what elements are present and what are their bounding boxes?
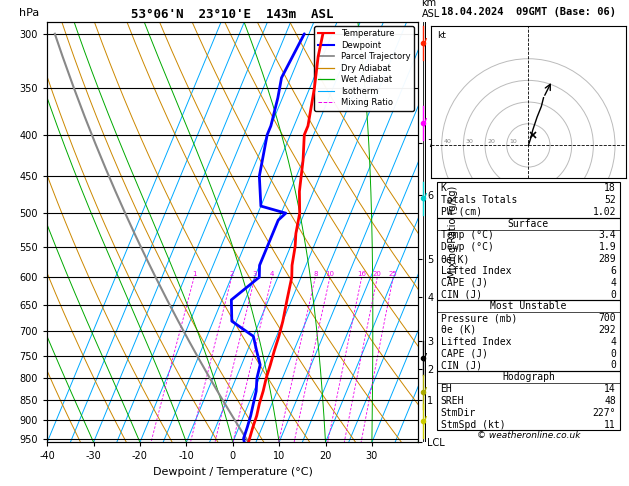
Text: Most Unstable: Most Unstable (490, 301, 567, 312)
Text: 40: 40 (444, 139, 452, 144)
Text: 6: 6 (610, 266, 616, 276)
Text: 25: 25 (389, 271, 398, 277)
X-axis label: Dewpoint / Temperature (°C): Dewpoint / Temperature (°C) (153, 467, 313, 477)
Text: StmSpd (kt): StmSpd (kt) (441, 419, 505, 430)
Text: θe (K): θe (K) (441, 325, 476, 335)
Text: 20: 20 (487, 139, 495, 144)
Text: /: / (423, 416, 426, 426)
Text: EH: EH (441, 384, 452, 394)
Text: Surface: Surface (508, 219, 549, 228)
Text: 4: 4 (610, 337, 616, 347)
Text: 4: 4 (610, 278, 616, 288)
Text: Pressure (mb): Pressure (mb) (441, 313, 517, 323)
Text: 10: 10 (325, 271, 335, 277)
Text: 10: 10 (509, 139, 516, 144)
Text: 289: 289 (598, 254, 616, 264)
Text: Lifted Index: Lifted Index (441, 337, 511, 347)
Text: 0: 0 (610, 348, 616, 359)
Text: Totals Totals: Totals Totals (441, 195, 517, 205)
Text: 4: 4 (270, 271, 274, 277)
Text: /: / (423, 38, 426, 48)
Text: Lifted Index: Lifted Index (441, 266, 511, 276)
Text: /: / (423, 193, 426, 204)
Text: 1: 1 (192, 271, 196, 277)
Text: 0: 0 (610, 361, 616, 370)
Text: © weatheronline.co.uk: © weatheronline.co.uk (477, 431, 580, 440)
Text: 20: 20 (373, 271, 382, 277)
Text: 227°: 227° (593, 408, 616, 417)
Text: 11: 11 (604, 419, 616, 430)
Text: 52: 52 (604, 195, 616, 205)
Text: 0: 0 (610, 290, 616, 299)
Text: K: K (441, 183, 447, 193)
Y-axis label: Mixing Ratio (g/kg): Mixing Ratio (g/kg) (448, 186, 458, 278)
Text: 48: 48 (604, 396, 616, 406)
Text: Dewp (°C): Dewp (°C) (441, 242, 494, 252)
Text: 16: 16 (357, 271, 366, 277)
Legend: Temperature, Dewpoint, Parcel Trajectory, Dry Adiabat, Wet Adiabat, Isotherm, Mi: Temperature, Dewpoint, Parcel Trajectory… (314, 26, 414, 111)
Text: Temp (°C): Temp (°C) (441, 230, 494, 241)
Text: 14: 14 (604, 384, 616, 394)
Text: CIN (J): CIN (J) (441, 290, 482, 299)
Text: CAPE (J): CAPE (J) (441, 348, 487, 359)
Text: /: / (423, 118, 426, 128)
Text: 1.9: 1.9 (598, 242, 616, 252)
Text: 18.04.2024  09GMT (Base: 06): 18.04.2024 09GMT (Base: 06) (441, 7, 616, 17)
Text: SREH: SREH (441, 396, 464, 406)
Text: kt: kt (437, 31, 445, 40)
Title: 53°06'N  23°10'E  143m  ASL: 53°06'N 23°10'E 143m ASL (131, 8, 334, 21)
Text: 18: 18 (604, 183, 616, 193)
Text: 30: 30 (465, 139, 474, 144)
Text: hPa: hPa (19, 8, 40, 17)
Text: 2: 2 (230, 271, 234, 277)
Text: 3: 3 (253, 271, 257, 277)
Text: 3.4: 3.4 (598, 230, 616, 241)
Text: 292: 292 (598, 325, 616, 335)
Text: CAPE (J): CAPE (J) (441, 278, 487, 288)
Text: /: / (423, 387, 426, 397)
Text: 700: 700 (598, 313, 616, 323)
Text: PW (cm): PW (cm) (441, 207, 482, 217)
Text: 8: 8 (313, 271, 318, 277)
Text: CIN (J): CIN (J) (441, 361, 482, 370)
Text: StmDir: StmDir (441, 408, 476, 417)
Text: km
ASL: km ASL (421, 0, 440, 19)
Text: Hodograph: Hodograph (502, 372, 555, 382)
Text: θe(K): θe(K) (441, 254, 470, 264)
Text: /: / (423, 353, 426, 363)
Text: 1.02: 1.02 (593, 207, 616, 217)
